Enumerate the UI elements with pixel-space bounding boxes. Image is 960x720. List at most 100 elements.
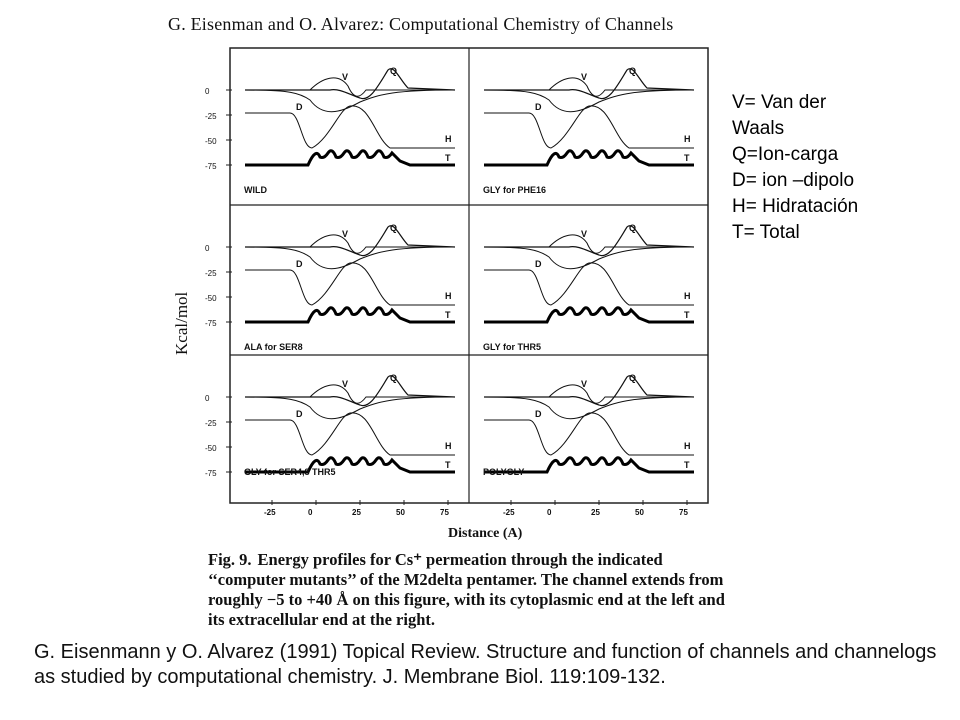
curve-label-q: Q — [390, 66, 397, 76]
y-tick-label: -50 — [205, 444, 217, 453]
panel-label: WILD — [244, 185, 267, 195]
y-tick-label: 0 — [205, 394, 210, 403]
y-tick-label: -75 — [205, 469, 217, 478]
q-curve — [245, 375, 456, 407]
x-tick-label: -25 — [503, 508, 515, 517]
curve-label-h: H — [445, 441, 452, 451]
h-curve — [245, 105, 455, 149]
t-curve — [245, 149, 455, 167]
panel-label: POLYGLY — [483, 467, 524, 477]
t-curve — [484, 306, 694, 324]
curve-label-q: Q — [629, 373, 636, 383]
x-tick-label: 75 — [440, 508, 449, 517]
curve-label-t: T — [684, 310, 690, 320]
legend-line: V= Van der — [732, 92, 827, 113]
t-curve — [484, 456, 694, 474]
d-curve — [244, 396, 456, 420]
curve-label-d: D — [535, 409, 542, 419]
x-axis-label: Distance (A) — [448, 526, 523, 541]
x-tick-label: 0 — [547, 508, 552, 517]
panel-label: GLY for THR5 — [483, 342, 541, 352]
curve-label-d: D — [296, 409, 303, 419]
legend-line: Waals — [732, 118, 785, 139]
t-curve — [484, 149, 694, 167]
curve-label-d: D — [296, 259, 303, 269]
y-tick-label: -75 — [205, 319, 217, 328]
energy-profile-figure: 0 -25 -50 -75 0 -25 -50 -75 0 -25 -50 -75 -25 0 25 50 75… — [205, 47, 709, 517]
legend: V= Van der Waals Q=Ion-carga D= ion –dip… — [732, 90, 858, 246]
y-tick-label: -25 — [205, 269, 217, 278]
v-curve — [484, 384, 694, 404]
curve-label-t: T — [684, 460, 690, 470]
x-tick-label: 25 — [591, 508, 600, 517]
v-curve — [245, 77, 455, 97]
curve-label-t: T — [445, 310, 451, 320]
curve-label-h: H — [684, 291, 691, 301]
q-curve — [484, 68, 695, 100]
figure-caption: Fig. 9. Energy profiles for Cs⁺ permeatio… — [208, 550, 738, 630]
caption-fig-label: Fig. 9. — [208, 550, 252, 569]
curve-label-d: D — [296, 102, 303, 112]
h-curve — [484, 262, 694, 306]
t-curve — [245, 456, 455, 474]
curve-label-q: Q — [629, 223, 636, 233]
legend-line: H= Hidratación — [732, 196, 859, 217]
h-curve — [245, 262, 455, 306]
x-tick-label: -25 — [264, 508, 276, 517]
d-curve — [244, 246, 456, 270]
curve-label-h: H — [445, 134, 452, 144]
curve-label-v: V — [342, 229, 348, 239]
legend-line: Q=Ion-carga — [732, 144, 839, 165]
v-curve — [245, 384, 455, 404]
h-curve — [484, 105, 694, 149]
curve-label-q: Q — [390, 223, 397, 233]
x-tick-label: 50 — [635, 508, 644, 517]
d-curve — [244, 89, 456, 113]
figure-header: G. Eisenman and O. Alvarez: Computationa… — [168, 14, 674, 34]
curve-label-v: V — [342, 72, 348, 82]
q-curve — [484, 375, 695, 407]
curve-label-d: D — [535, 259, 542, 269]
legend-line: T= Total — [732, 222, 800, 243]
curve-label-v: V — [581, 229, 587, 239]
x-tick-label: 0 — [308, 508, 313, 517]
y-tick-label: 0 — [205, 244, 210, 253]
curve-label-d: D — [535, 102, 542, 112]
panel-label: ALA for SER8 — [244, 342, 303, 352]
t-curve — [245, 306, 455, 324]
d-curve — [483, 396, 695, 420]
y-tick-label: -50 — [205, 137, 217, 146]
panel-label: GLY for PHE16 — [483, 185, 546, 195]
curve-label-v: V — [581, 379, 587, 389]
h-curve — [484, 412, 694, 456]
y-axis-label: Kcal/mol — [172, 291, 191, 355]
curve-label-h: H — [684, 441, 691, 451]
d-curve — [483, 89, 695, 113]
curve-label-v: V — [581, 72, 587, 82]
y-tick-label: -25 — [205, 419, 217, 428]
y-tick-label: -75 — [205, 162, 217, 171]
q-curve — [484, 225, 695, 257]
y-tick-label: -50 — [205, 294, 217, 303]
x-tick-label: 50 — [396, 508, 405, 517]
legend-line: D= ion –dipolo — [732, 170, 855, 191]
caption-text: Energy profiles for Cs⁺ permeation throu… — [208, 550, 725, 629]
v-curve — [484, 77, 694, 97]
curve-label-v: V — [342, 379, 348, 389]
citation: G. Eisenmann y O. Alvarez (1991) Topical… — [34, 641, 937, 688]
curve-label-t: T — [445, 460, 451, 470]
d-curve — [483, 246, 695, 270]
h-curve — [245, 412, 455, 456]
curve-label-h: H — [684, 134, 691, 144]
panel-label: GLY for SER4,8 THR5 — [244, 467, 336, 477]
curve-label-q: Q — [629, 66, 636, 76]
v-curve — [245, 234, 455, 254]
x-tick-label: 75 — [679, 508, 688, 517]
q-curve — [245, 68, 456, 100]
x-tick-label: 25 — [352, 508, 361, 517]
curve-label-t: T — [445, 153, 451, 163]
y-tick-label: -25 — [205, 112, 217, 121]
curve-label-h: H — [445, 291, 452, 301]
q-curve — [245, 225, 456, 257]
y-tick-label: 0 — [205, 87, 210, 96]
